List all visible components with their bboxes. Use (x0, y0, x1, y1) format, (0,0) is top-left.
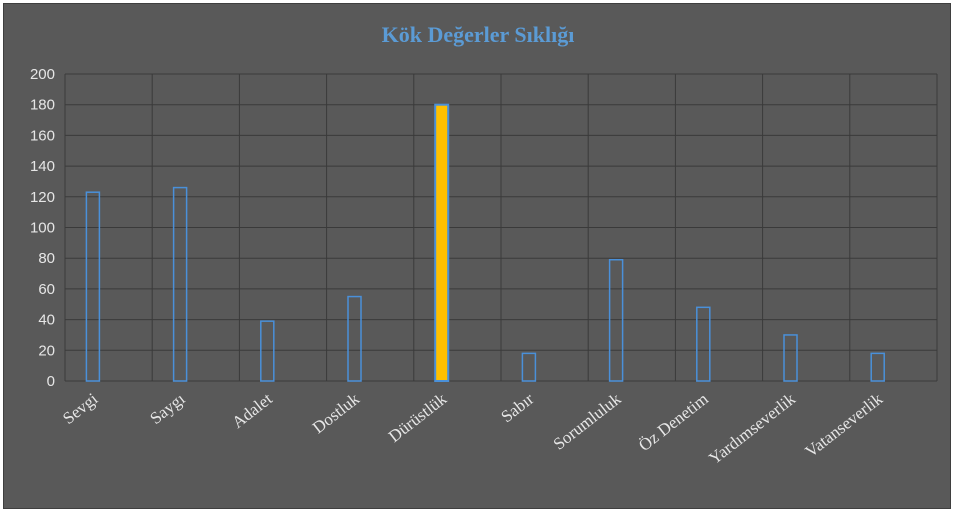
bar-yardımseverlik (783, 334, 798, 382)
x-tick-label: Öz Denetim (635, 389, 712, 455)
chart-frame: Kök Değerler Sıklığı 0 20 40 60 80 100 120 140 1… (3, 3, 951, 509)
y-tick-label: 20 (38, 342, 55, 359)
bar-sabır (521, 352, 537, 382)
x-tick-label: Adalet (228, 389, 276, 432)
bar-saygı (172, 186, 188, 382)
bar-sevgi (85, 191, 101, 382)
y-tick-label: 120 (30, 189, 55, 206)
x-tick-label: Sevgi (59, 389, 101, 428)
y-tick-label: 160 (30, 127, 55, 144)
y-tick-label: 200 (30, 66, 55, 83)
bar-dostluk (347, 295, 362, 382)
x-tick-label: Saygı (146, 389, 188, 428)
x-tick-label: Sabır (497, 389, 537, 426)
bar-adalet (260, 320, 275, 382)
x-tick-label: Yardımseverlik (705, 389, 799, 468)
bar-öz-denetim (696, 306, 711, 382)
y-tick-label: 60 (38, 281, 55, 298)
x-tick-label: Sorumluluk (550, 389, 625, 454)
bar-dürüstlük (434, 103, 450, 382)
chart-title: Kök Değerler Sıklığı (381, 22, 575, 47)
bar-vatanseverlik (870, 352, 885, 382)
bar-chart: 0 20 40 60 80 100 120 140 160 180 200 Sevgi Saygı Ad… (30, 66, 938, 468)
y-tick-label: 180 (30, 97, 55, 114)
y-tick-label: 40 (38, 312, 55, 329)
y-tick-label: 100 (30, 220, 55, 237)
x-tick-label: Dürüstlük (385, 389, 451, 446)
x-axis-labels: Sevgi Saygı Adalet Dostluk Dürüstlük Sabır Sor… (59, 389, 886, 468)
y-tick-label: 80 (38, 250, 55, 267)
bars (85, 103, 885, 382)
y-tick-label: 140 (30, 158, 55, 175)
y-tick-label: 0 (47, 373, 55, 390)
grid-layer (64, 73, 938, 382)
x-tick-label: Dostluk (309, 389, 364, 437)
x-tick-label: Vatanseverlik (802, 389, 887, 461)
bar-sorumluluk (608, 258, 624, 382)
y-axis-ticks: 0 20 40 60 80 100 120 140 160 180 200 (30, 66, 55, 390)
